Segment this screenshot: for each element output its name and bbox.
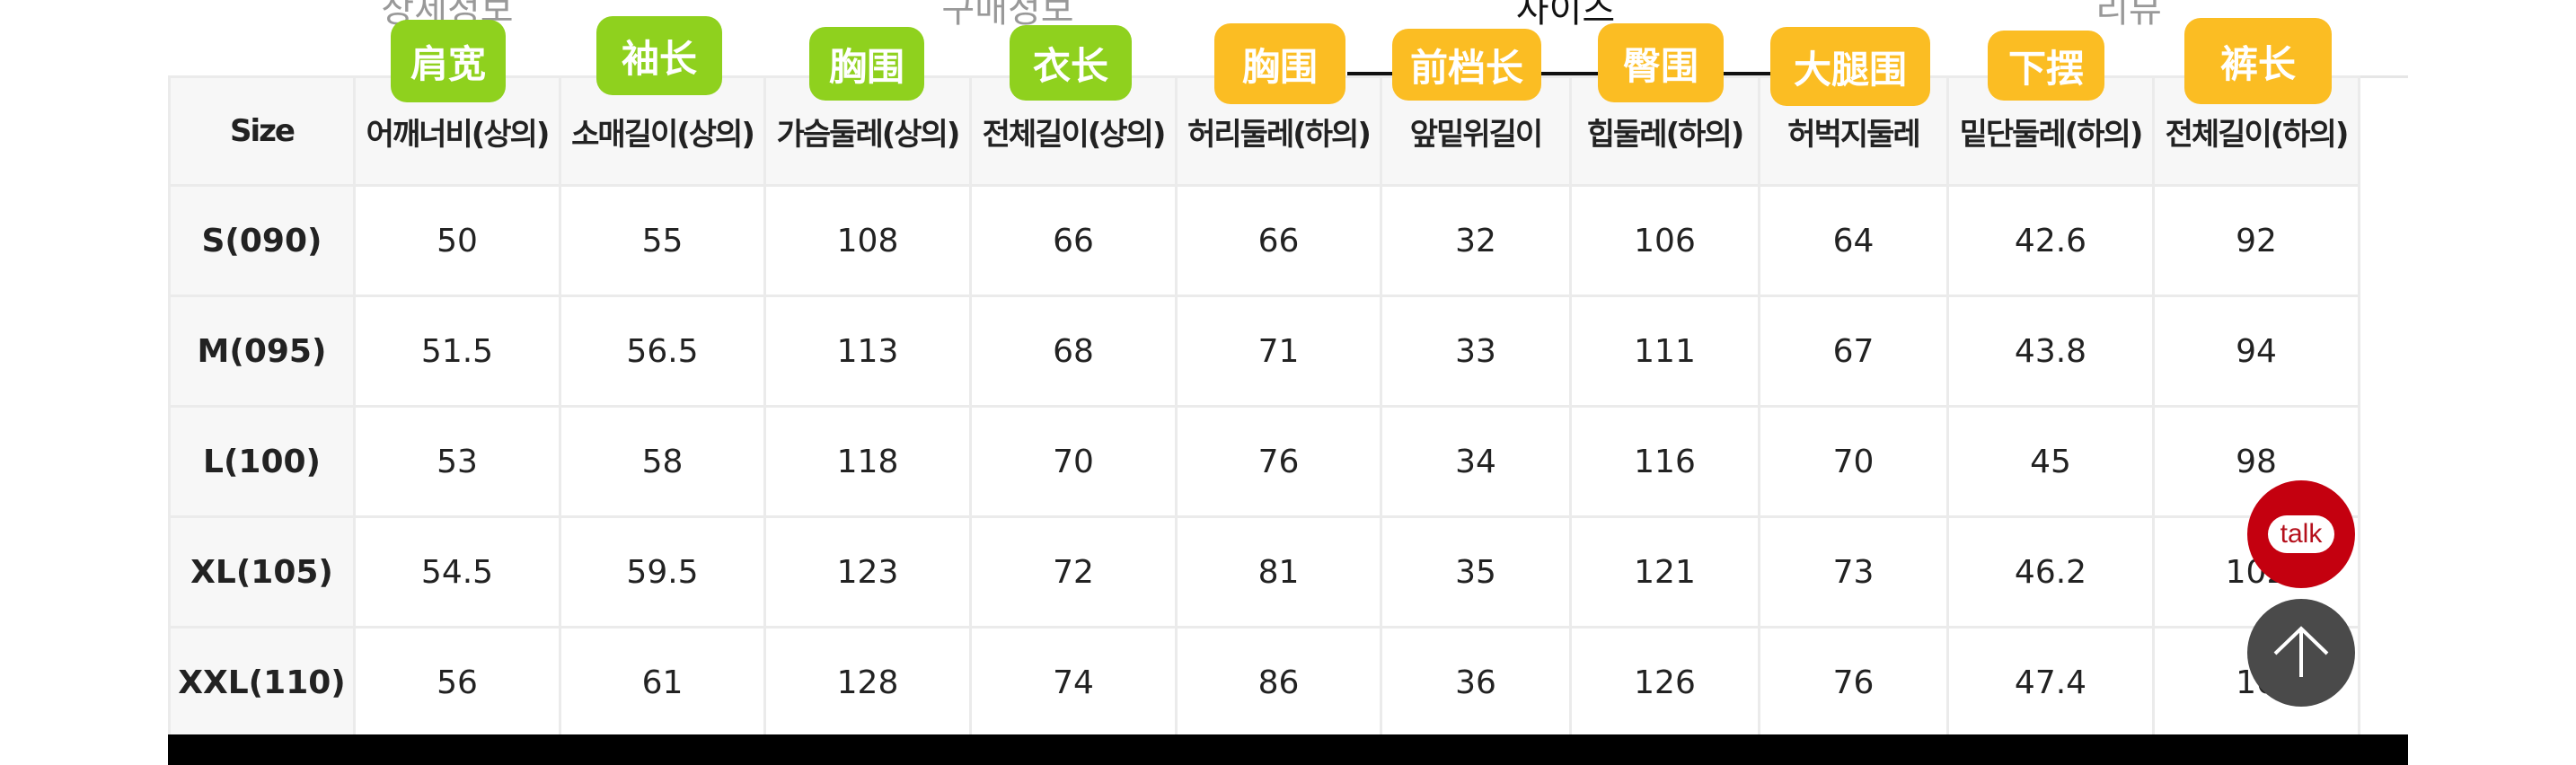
- chinese-label-badge: 大腿围: [1770, 27, 1930, 106]
- column-header: 밑단둘레(하의): [1946, 75, 2155, 187]
- measurement-cell: 121: [1569, 515, 1760, 629]
- measurement-cell: 126: [1569, 626, 1760, 739]
- measurement-cell: 33: [1380, 295, 1572, 408]
- size-label: S(090): [168, 184, 356, 297]
- measurement-cell: 55: [559, 184, 766, 297]
- measurement-cell: 73: [1758, 515, 1949, 629]
- measurement-cell: 35: [1380, 515, 1572, 629]
- size-label: XXL(110): [168, 626, 356, 739]
- size-table: Size 어깨너비(상의) 소매길이(상의) 가슴둘레(상의) 전체길이(상의) 허리둘레…: [168, 75, 2360, 739]
- table-row: XL(105) 54.5 59.5 123 72 81 35 121 73 46.2 102: [168, 515, 2360, 629]
- measurement-cell: 81: [1175, 515, 1382, 629]
- measurement-cell: 76: [1758, 626, 1949, 739]
- size-label: XL(105): [168, 515, 356, 629]
- chinese-label-badge: 肩宽: [391, 20, 506, 102]
- measurement-cell: 118: [763, 405, 972, 518]
- measurement-cell: 43.8: [1946, 295, 2155, 408]
- measurement-cell: 116: [1569, 405, 1760, 518]
- measurement-cell: 70: [969, 405, 1178, 518]
- measurement-cell: 123: [763, 515, 972, 629]
- scroll-top-button[interactable]: [2247, 599, 2355, 707]
- column-header: Size: [168, 75, 356, 187]
- measurement-cell: 70: [1758, 405, 1949, 518]
- measurement-cell: 42.6: [1946, 184, 2155, 297]
- measurement-cell: 54.5: [353, 515, 561, 629]
- measurement-cell: 106: [1569, 184, 1760, 297]
- chinese-label-badge: 臀围: [1598, 23, 1724, 102]
- table-row: S(090) 50 55 108 66 66 32 106 64 42.6 92: [168, 184, 2360, 297]
- measurement-cell: 67: [1758, 295, 1949, 408]
- measurement-cell: 34: [1380, 405, 1572, 518]
- arrow-up-icon: [2273, 626, 2329, 677]
- measurement-cell: 108: [763, 184, 972, 297]
- measurement-cell: 72: [969, 515, 1178, 629]
- chinese-label-badge: 胸围: [1214, 23, 1345, 104]
- measurement-cell: 32: [1380, 184, 1572, 297]
- measurement-cell: 53: [353, 405, 561, 518]
- tab-size[interactable]: 사이즈: [1515, 0, 1616, 31]
- measurement-cell: 68: [969, 295, 1178, 408]
- measurement-cell: 74: [969, 626, 1178, 739]
- chinese-label-badge: 前档长: [1392, 29, 1541, 101]
- active-tab-underline: [1347, 72, 1791, 75]
- measurement-cell: 47.4: [1946, 626, 2155, 739]
- size-label: L(100): [168, 405, 356, 518]
- measurement-cell: 128: [763, 626, 972, 739]
- bottom-bar: [168, 734, 2408, 765]
- size-label: M(095): [168, 295, 356, 408]
- measurement-cell: 71: [1175, 295, 1382, 408]
- measurement-cell: 51.5: [353, 295, 561, 408]
- measurement-cell: 59.5: [559, 515, 766, 629]
- measurement-cell: 56.5: [559, 295, 766, 408]
- measurement-cell: 76: [1175, 405, 1382, 518]
- chinese-label-badge: 胸围: [809, 27, 924, 101]
- chinese-label-badge: 袖长: [596, 16, 722, 95]
- measurement-cell: 50: [353, 184, 561, 297]
- chinese-label-badge: 下摆: [1988, 31, 2104, 101]
- measurement-cell: 56: [353, 626, 561, 739]
- kakao-talk-button[interactable]: talk: [2247, 480, 2355, 588]
- measurement-cell: 58: [559, 405, 766, 518]
- measurement-cell: 92: [2152, 184, 2360, 297]
- table-row: M(095) 51.5 56.5 113 68 71 33 111 67 43.8 94: [168, 295, 2360, 408]
- measurement-cell: 66: [1175, 184, 1382, 297]
- chinese-label-badge: 裤长: [2184, 18, 2332, 104]
- talk-icon: talk: [2267, 515, 2335, 553]
- measurement-cell: 46.2: [1946, 515, 2155, 629]
- measurement-cell: 113: [763, 295, 972, 408]
- measurement-cell: 36: [1380, 626, 1572, 739]
- measurement-cell: 86: [1175, 626, 1382, 739]
- measurement-cell: 94: [2152, 295, 2360, 408]
- measurement-cell: 45: [1946, 405, 2155, 518]
- measurement-cell: 64: [1758, 184, 1949, 297]
- measurement-cell: 111: [1569, 295, 1760, 408]
- measurement-cell: 66: [969, 184, 1178, 297]
- table-row: L(100) 53 58 118 70 76 34 116 70 45 98: [168, 405, 2360, 518]
- measurement-cell: 61: [559, 626, 766, 739]
- chinese-label-badge: 衣长: [1010, 25, 1132, 101]
- tab-review[interactable]: 리뷰: [2095, 0, 2162, 31]
